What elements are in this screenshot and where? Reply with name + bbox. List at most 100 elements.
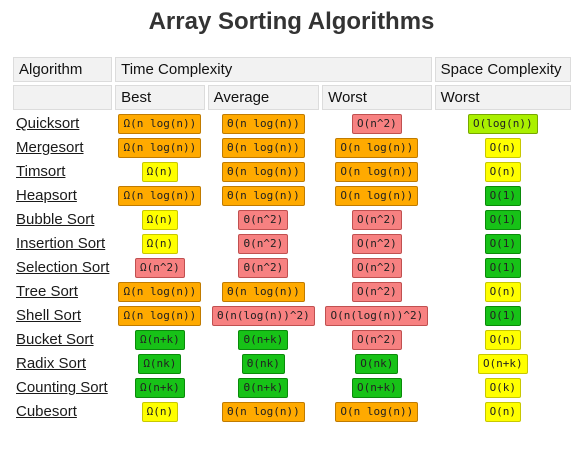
algorithm-cell: Bucket Sort — [13, 329, 112, 350]
header-space-worst: Worst — [434, 85, 571, 110]
algorithm-link[interactable]: Cubesort — [16, 403, 77, 420]
algorithm-cell: Selection Sort — [13, 257, 112, 278]
algorithm-cell: Counting Sort — [13, 377, 112, 398]
algorithm-link[interactable]: Heapsort — [16, 187, 77, 204]
algorithm-link[interactable]: Bucket Sort — [16, 331, 94, 348]
worst-badge: O(nk) — [355, 353, 399, 374]
worst-badge: O(n^2) — [351, 329, 402, 350]
table-row: Counting Sort Ω(n+k) Θ(n+k) O(n+k) O(k) — [13, 377, 571, 398]
table-row: Selection Sort Ω(n^2) Θ(n^2) O(n^2) O(1) — [13, 257, 571, 278]
table-row: Tree Sort Ω(n log(n)) Θ(n log(n)) O(n^2) O(n… — [13, 281, 571, 302]
space-badge: O(1) — [484, 185, 522, 206]
algorithm-link[interactable]: Selection Sort — [16, 259, 110, 276]
space-badge: O(log(n)) — [468, 113, 538, 134]
worst-badge: O(n log(n)) — [335, 137, 419, 158]
header-row-2: Best Average Worst Worst — [13, 85, 571, 110]
table-row: Insertion Sort Ω(n) Θ(n^2) O(n^2) O(1) — [13, 233, 571, 254]
space-cell: O(n) — [435, 137, 571, 158]
algorithm-link[interactable]: Tree Sort — [16, 283, 78, 300]
space-badge: O(n) — [484, 161, 522, 182]
algorithm-link[interactable]: Radix Sort — [16, 355, 87, 372]
header-average: Average — [207, 85, 320, 110]
average-badge: Θ(n^2) — [238, 233, 289, 254]
algorithm-link[interactable]: Quicksort — [16, 115, 80, 132]
average-cell: Θ(n(log(n))^2) — [208, 305, 319, 326]
worst-badge: O(n log(n)) — [335, 185, 419, 206]
space-cell: O(n) — [435, 281, 571, 302]
worst-cell: O(n^2) — [322, 257, 432, 278]
space-cell: O(n+k) — [435, 353, 571, 374]
algorithm-link[interactable]: Bubble Sort — [16, 211, 95, 228]
average-badge: Θ(n log(n)) — [221, 401, 305, 422]
worst-badge: O(n^2) — [351, 209, 402, 230]
worst-badge: O(n^2) — [351, 281, 402, 302]
worst-badge: O(n log(n)) — [335, 161, 419, 182]
best-badge: Ω(n) — [141, 401, 179, 422]
algorithm-cell: Tree Sort — [13, 281, 112, 302]
space-badge: O(1) — [484, 257, 522, 278]
best-badge: Ω(n) — [141, 233, 179, 254]
average-cell: Θ(n^2) — [208, 209, 319, 230]
table-row: Bubble Sort Ω(n) Θ(n^2) O(n^2) O(1) — [13, 209, 571, 230]
worst-cell: O(n^2) — [322, 113, 432, 134]
worst-badge: O(n^2) — [351, 113, 402, 134]
worst-cell: O(n^2) — [322, 329, 432, 350]
worst-cell: O(n log(n)) — [322, 137, 432, 158]
worst-badge: O(n+k) — [351, 377, 402, 398]
best-cell: Ω(nk) — [115, 353, 205, 374]
average-badge: Θ(nk) — [241, 353, 285, 374]
header-best: Best — [115, 85, 205, 110]
worst-cell: O(n log(n)) — [322, 185, 432, 206]
algorithm-cell: Bubble Sort — [13, 209, 112, 230]
table-row: Quicksort Ω(n log(n)) Θ(n log(n)) O(n^2) O(l… — [13, 113, 571, 134]
average-badge: Θ(n+k) — [238, 377, 289, 398]
average-cell: Θ(n log(n)) — [208, 113, 319, 134]
worst-cell: O(nk) — [322, 353, 432, 374]
space-badge: O(n) — [484, 281, 522, 302]
algorithm-link[interactable]: Counting Sort — [16, 379, 108, 396]
algorithm-link[interactable]: Timsort — [16, 163, 66, 180]
space-badge: O(1) — [484, 209, 522, 230]
space-cell: O(k) — [435, 377, 571, 398]
best-cell: Ω(n log(n)) — [115, 113, 205, 134]
algorithm-cell: Cubesort — [13, 401, 112, 422]
table-row: Heapsort Ω(n log(n)) Θ(n log(n)) O(n log(n)… — [13, 185, 571, 206]
header-time-complexity: Time Complexity — [115, 57, 432, 82]
table-row: Timsort Ω(n) Θ(n log(n)) O(n log(n)) O(n) — [13, 161, 571, 182]
average-badge: Θ(n+k) — [238, 329, 289, 350]
algorithm-cell: Shell Sort — [13, 305, 112, 326]
average-badge: Θ(n log(n)) — [221, 161, 305, 182]
worst-badge: O(n(log(n))^2) — [325, 305, 429, 326]
algorithm-cell: Timsort — [13, 161, 112, 182]
average-cell: Θ(n log(n)) — [208, 401, 319, 422]
best-badge: Ω(n^2) — [135, 257, 185, 278]
average-badge: Θ(n log(n)) — [221, 137, 305, 158]
best-cell: Ω(n log(n)) — [115, 137, 205, 158]
space-badge: O(k) — [484, 377, 522, 398]
best-cell: Ω(n log(n)) — [115, 185, 205, 206]
best-cell: Ω(n) — [115, 209, 205, 230]
space-cell: O(n) — [435, 161, 571, 182]
best-badge: Ω(n log(n)) — [118, 137, 202, 158]
worst-cell: O(n(log(n))^2) — [322, 305, 432, 326]
space-badge: O(n+k) — [477, 353, 528, 374]
best-cell: Ω(n^2) — [115, 257, 205, 278]
algorithm-link[interactable]: Insertion Sort — [16, 235, 106, 252]
space-badge: O(1) — [484, 305, 522, 326]
header-worst: Worst — [322, 85, 432, 110]
algorithm-cell: Radix Sort — [13, 353, 112, 374]
algorithm-link[interactable]: Mergesort — [16, 139, 84, 156]
best-cell: Ω(n+k) — [115, 329, 205, 350]
average-cell: Θ(n log(n)) — [208, 137, 319, 158]
algorithm-link[interactable]: Shell Sort — [16, 307, 82, 324]
algorithm-cell: Heapsort — [13, 185, 112, 206]
average-cell: Θ(nk) — [208, 353, 319, 374]
best-badge: Ω(n) — [141, 161, 179, 182]
best-badge: Ω(n log(n)) — [118, 305, 202, 326]
worst-badge: O(n^2) — [351, 233, 402, 254]
best-badge: Ω(n log(n)) — [118, 185, 202, 206]
space-cell: O(1) — [435, 233, 571, 254]
average-badge: Θ(n log(n)) — [221, 281, 305, 302]
worst-cell: O(n+k) — [322, 377, 432, 398]
space-cell: O(1) — [435, 185, 571, 206]
